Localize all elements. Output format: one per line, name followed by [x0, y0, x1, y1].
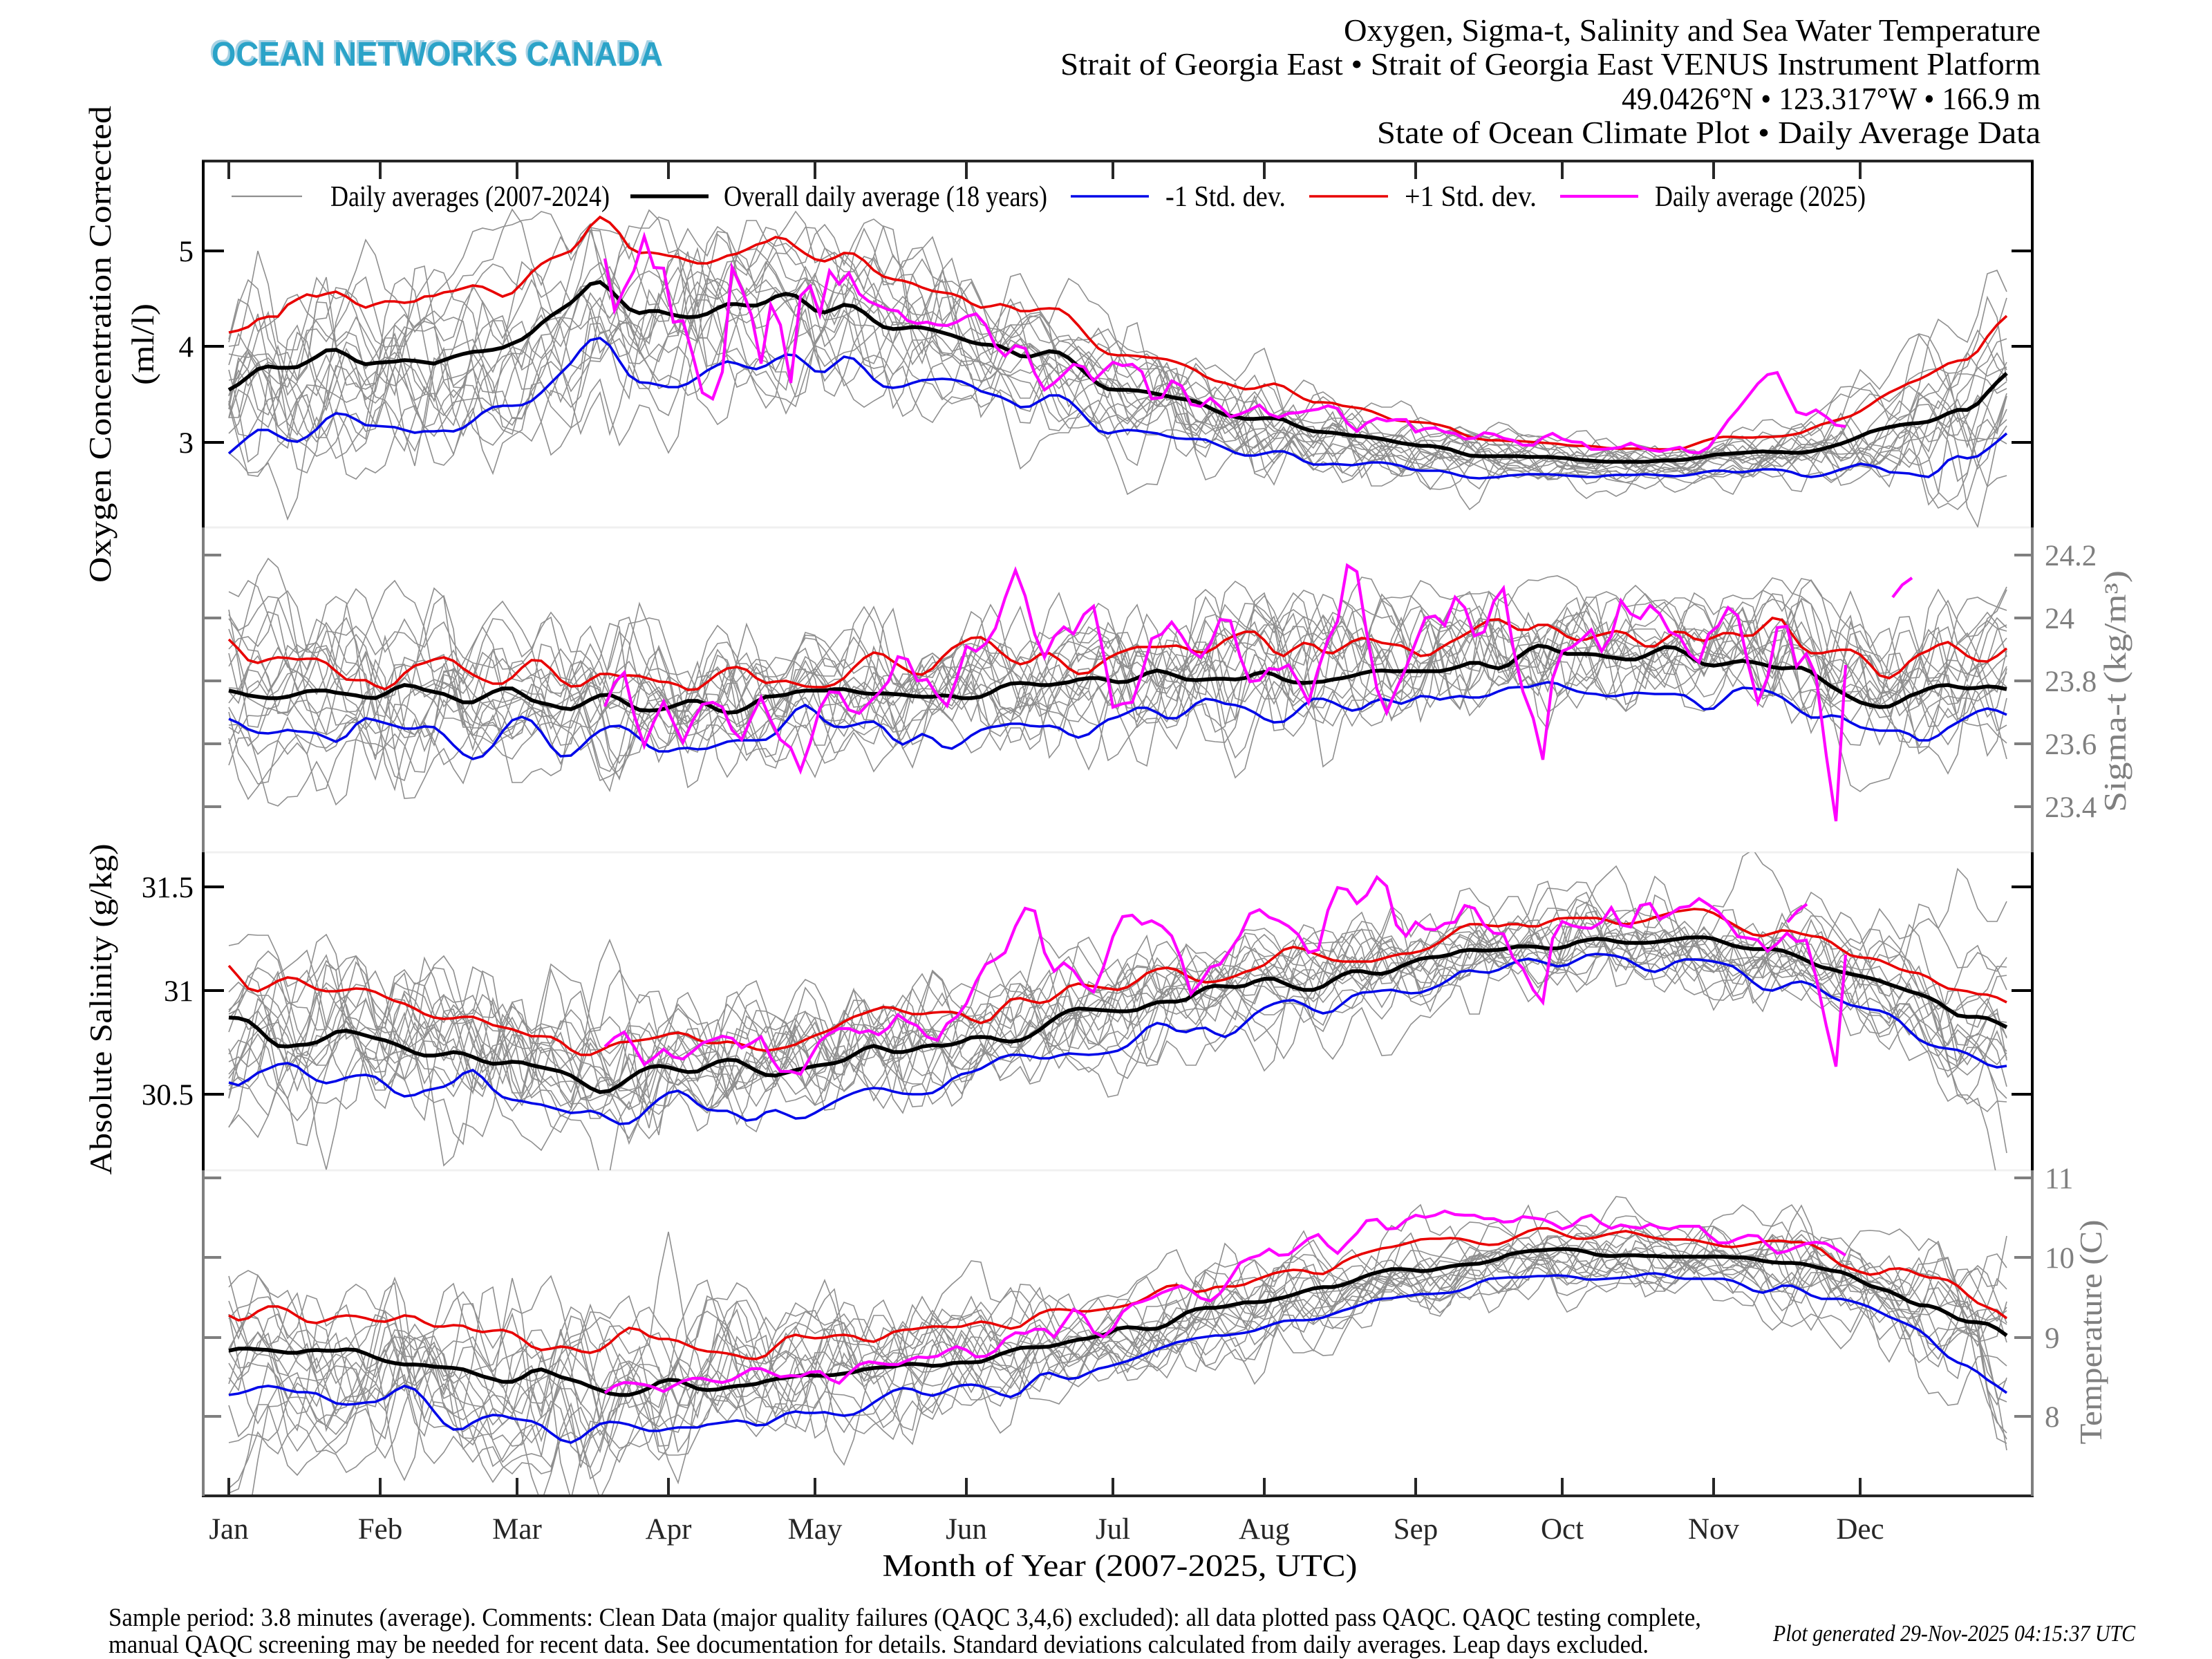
svg-text:May: May [788, 1513, 843, 1546]
svg-text:30.5: 30.5 [142, 1079, 194, 1112]
svg-text:Month of Year (2007-2025, UTC): Month of Year (2007-2025, UTC) [883, 1548, 1358, 1583]
svg-text:Nov: Nov [1688, 1513, 1740, 1546]
svg-text:49.0426°N • 123.317°W • 166.9: 49.0426°N • 123.317°W • 166.9 m [1622, 82, 2041, 116]
svg-text:23.8: 23.8 [2045, 666, 2097, 698]
svg-text:+1 Std. dev.: +1 Std. dev. [1405, 181, 1537, 213]
svg-text:31.5: 31.5 [142, 872, 194, 904]
svg-text:-1 Std. dev.: -1 Std. dev. [1165, 181, 1286, 213]
svg-text:9: 9 [2045, 1322, 2060, 1355]
svg-text:Daily average (2025): Daily average (2025) [1655, 181, 1866, 213]
svg-text:Jun: Jun [946, 1513, 987, 1546]
svg-text:Overall daily average (18 year: Overall daily average (18 years) [724, 181, 1047, 213]
svg-text:OCEAN NETWORKS CANADA: OCEAN NETWORKS CANADA [212, 36, 663, 73]
svg-text:5: 5 [179, 236, 194, 268]
svg-text:24: 24 [2045, 603, 2074, 635]
svg-text:Dec: Dec [1836, 1513, 1884, 1546]
svg-text:Temperature (C): Temperature (C) [2074, 1220, 2108, 1445]
svg-text:Feb: Feb [358, 1513, 403, 1546]
svg-text:Jan: Jan [209, 1513, 248, 1546]
svg-text:Aug: Aug [1239, 1513, 1290, 1546]
svg-text:8: 8 [2045, 1401, 2060, 1434]
svg-text:Strait of Georgia East • Strai: Strait of Georgia East • Strait of Georg… [1060, 47, 2041, 82]
svg-text:10: 10 [2045, 1242, 2074, 1275]
svg-text:Apr: Apr [646, 1513, 692, 1546]
svg-text:Sigma-t (kg/m³): Sigma-t (kg/m³) [2098, 570, 2133, 812]
svg-text:Daily averages (2007-2024): Daily averages (2007-2024) [330, 181, 610, 213]
svg-text:Plot generated 29-Nov-2025 04:: Plot generated 29-Nov-2025 04:15:37 UTC [1772, 1621, 2135, 1647]
svg-text:31: 31 [164, 975, 194, 1008]
svg-text:23.4: 23.4 [2045, 791, 2097, 824]
svg-text:11: 11 [2045, 1163, 2073, 1195]
svg-text:23.6: 23.6 [2045, 729, 2097, 761]
svg-text:Sep: Sep [1394, 1513, 1438, 1546]
svg-text:3: 3 [179, 427, 194, 460]
svg-text:manual QAQC screening may be n: manual QAQC screening may be needed for … [109, 1631, 1649, 1659]
svg-text:Jul: Jul [1096, 1513, 1130, 1546]
svg-text:Oxygen Concentration Corrected: Oxygen Concentration Corrected [83, 106, 118, 583]
svg-text:Absolute Salinity (g/kg): Absolute Salinity (g/kg) [84, 844, 118, 1175]
svg-text:State of Ocean Climate Plot •: State of Ocean Climate Plot • Daily Aver… [1377, 115, 2041, 150]
svg-text:OCEAN NETWORKS CANADA: OCEAN NETWORKS CANADA [209, 34, 661, 71]
svg-text:4: 4 [179, 331, 194, 364]
svg-text:Oxygen, Sigma-t, Salinity and: Oxygen, Sigma-t, Salinity and Sea Water … [1344, 13, 2041, 48]
svg-text:(ml/l): (ml/l) [126, 303, 160, 385]
svg-text:Mar: Mar [492, 1513, 542, 1546]
svg-text:Sample period: 3.8 minutes (av: Sample period: 3.8 minutes (average). Co… [109, 1604, 1701, 1632]
svg-text:24.2: 24.2 [2045, 540, 2097, 572]
svg-text:Oct: Oct [1541, 1513, 1584, 1546]
